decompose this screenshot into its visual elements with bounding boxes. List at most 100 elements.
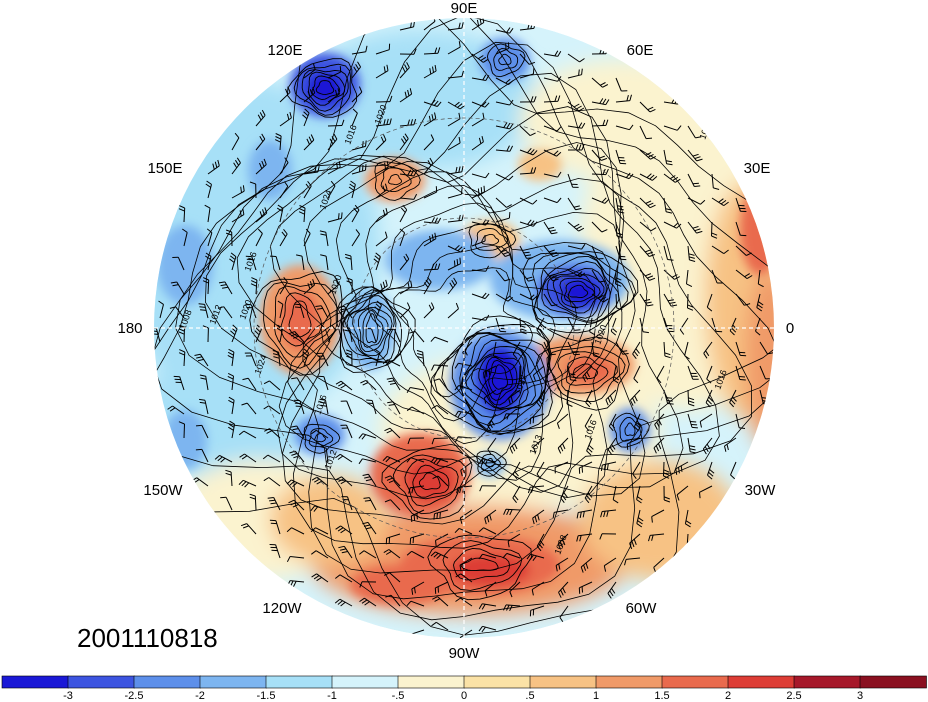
- wind-barb: [492, 341, 499, 360]
- wind-barb: [433, 378, 449, 391]
- wind-barb: [615, 77, 628, 92]
- wind-barb: [227, 372, 234, 391]
- isobar: [293, 63, 352, 116]
- isobar: [441, 331, 552, 436]
- wind-barb: [567, 101, 585, 112]
- wind-barb: [552, 509, 569, 519]
- wind-barb: [687, 197, 706, 205]
- wind-barb: [238, 479, 257, 488]
- wind-barb: [431, 364, 449, 371]
- wind-barb: [519, 245, 533, 259]
- wind-barb: [503, 413, 521, 420]
- wind-barb: [279, 276, 288, 295]
- wind-barb: [249, 493, 257, 511]
- wind-barb: [399, 88, 413, 103]
- wind-barb: [382, 359, 401, 367]
- isobar: [453, 547, 510, 581]
- wind-barb: [170, 281, 185, 295]
- wind-barb: [582, 365, 593, 383]
- wind-barb: [508, 389, 521, 405]
- wind-barb: [543, 76, 562, 82]
- colorbar-swatch: [463, 675, 531, 689]
- wind-barb: [512, 461, 521, 480]
- wind-barb: [663, 173, 681, 183]
- wind-barb: [615, 94, 632, 103]
- wind-barb: [615, 149, 627, 165]
- wind-barb: [375, 161, 389, 175]
- isobar: [460, 333, 543, 418]
- wind-barb: [591, 98, 610, 106]
- wind-barb: [600, 461, 617, 471]
- wind-barb: [706, 293, 713, 312]
- wind-barb: [205, 180, 212, 199]
- wind-barb: [423, 47, 441, 55]
- colorbar-tick-label: -3: [63, 690, 73, 702]
- wind-barb: [684, 341, 690, 360]
- wind-barb: [615, 341, 629, 355]
- wind-barb: [286, 556, 305, 563]
- wind-barb: [406, 406, 425, 415]
- colorbar-tick-label: 3: [857, 690, 863, 702]
- wind-barb: [663, 389, 674, 405]
- wind-barb: [374, 348, 381, 367]
- isobar: [392, 454, 467, 515]
- wind-barb: [487, 437, 497, 455]
- wind-barb: [351, 86, 363, 103]
- wind-barb: [567, 365, 577, 382]
- wind-barb: [206, 228, 213, 247]
- wind-barb: [447, 165, 464, 175]
- wind-barb: [375, 43, 391, 55]
- isobar: [303, 423, 341, 454]
- isobar: [442, 540, 523, 591]
- wind-barb: [608, 413, 617, 432]
- wind-barb: [633, 365, 641, 384]
- wind-barb: [255, 133, 266, 151]
- wind-barb: [519, 53, 536, 65]
- wind-barb: [375, 279, 388, 295]
- colorbar-tick-label: -1: [327, 690, 337, 702]
- wind-barb: [591, 119, 609, 127]
- colorbar-swatch: [199, 675, 267, 689]
- wind-barb: [255, 158, 267, 175]
- wind-barb: [430, 336, 449, 343]
- wind-barb: [447, 302, 459, 319]
- wind-barb: [311, 573, 329, 583]
- wind-barb: [384, 499, 401, 511]
- wind-barb: [262, 454, 281, 463]
- wind-barb: [503, 508, 521, 516]
- wind-barb: [639, 245, 655, 257]
- wind-barb: [408, 485, 425, 494]
- lon-label-120w: 120W: [262, 600, 302, 617]
- wind-barb: [303, 63, 316, 79]
- wind-barb: [519, 167, 537, 175]
- wind-barb: [359, 597, 377, 607]
- wind-barb: [228, 420, 236, 439]
- wind-barb: [495, 212, 511, 223]
- wind-barb: [591, 341, 600, 358]
- wind-barb: [484, 581, 497, 597]
- wind-barb: [195, 424, 209, 439]
- wind-barb: [447, 257, 461, 271]
- wind-barb: [327, 278, 339, 295]
- colorbar-swatch: [661, 675, 729, 689]
- wind-barb: [178, 421, 185, 439]
- isobar: [280, 292, 323, 347]
- wind-barb: [327, 66, 342, 79]
- wind-barb: [632, 341, 641, 360]
- wind-barb: [519, 197, 538, 205]
- isobar: [486, 43, 526, 78]
- wind-barb: [386, 377, 401, 391]
- wind-barb: [410, 509, 425, 523]
- wind-barb: [198, 303, 209, 319]
- wind-barb: [455, 597, 473, 607]
- wind-barb: [636, 485, 643, 504]
- wind-barb: [399, 302, 411, 319]
- wind-barb: [502, 552, 521, 559]
- isobar: [388, 174, 403, 186]
- wind-barb: [663, 461, 670, 479]
- isobar: [568, 284, 589, 299]
- wind-barb: [567, 122, 586, 129]
- wind-barb: [543, 341, 556, 356]
- isobar: [288, 300, 312, 338]
- wind-barb: [567, 197, 582, 211]
